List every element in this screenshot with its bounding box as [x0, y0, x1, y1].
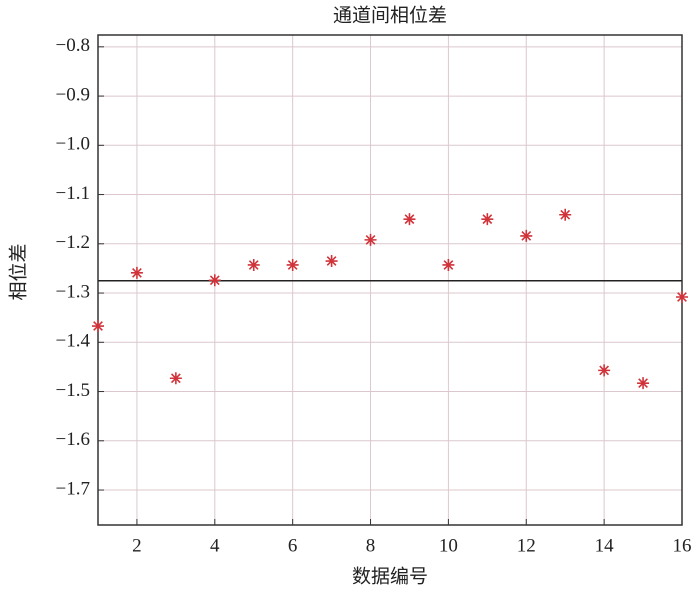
- marker: [520, 229, 533, 242]
- marker: [169, 372, 182, 385]
- x-tick-label: 12: [517, 535, 536, 556]
- x-tick-label: 6: [288, 535, 298, 556]
- marker: [364, 233, 377, 246]
- x-tick-label: 8: [366, 535, 376, 556]
- x-tick-label: 2: [132, 535, 142, 556]
- y-tick-label: −0.8: [56, 35, 90, 56]
- x-axis-label: 数据编号: [352, 565, 428, 587]
- marker: [247, 258, 260, 271]
- marker: [676, 290, 688, 303]
- y-tick-label: −1.5: [56, 380, 90, 401]
- chart-title: 通道间相位差: [333, 4, 447, 26]
- x-tick-label: 10: [439, 535, 458, 556]
- x-tick-label: 14: [595, 535, 615, 556]
- marker: [92, 320, 104, 333]
- marker: [403, 213, 416, 226]
- marker: [559, 208, 572, 221]
- marker: [286, 258, 299, 271]
- y-tick-label: −1.1: [56, 183, 90, 204]
- marker: [598, 364, 611, 377]
- marker: [442, 258, 455, 271]
- marker: [325, 255, 338, 268]
- y-tick-label: −1.2: [56, 232, 90, 253]
- y-tick-label: −1.4: [56, 331, 91, 352]
- y-axis-label: 相位差: [7, 243, 29, 300]
- x-tick-label: 4: [210, 535, 220, 556]
- marker: [637, 377, 650, 390]
- marker: [208, 274, 221, 287]
- y-tick-label: −1.0: [56, 134, 90, 155]
- y-tick-label: −1.6: [56, 429, 90, 450]
- x-tick-label: 16: [673, 535, 692, 556]
- y-tick-label: −1.7: [56, 478, 90, 499]
- y-tick-label: −1.3: [56, 281, 90, 302]
- y-tick-label: −0.9: [56, 84, 90, 105]
- marker: [481, 213, 494, 226]
- marker: [130, 266, 143, 279]
